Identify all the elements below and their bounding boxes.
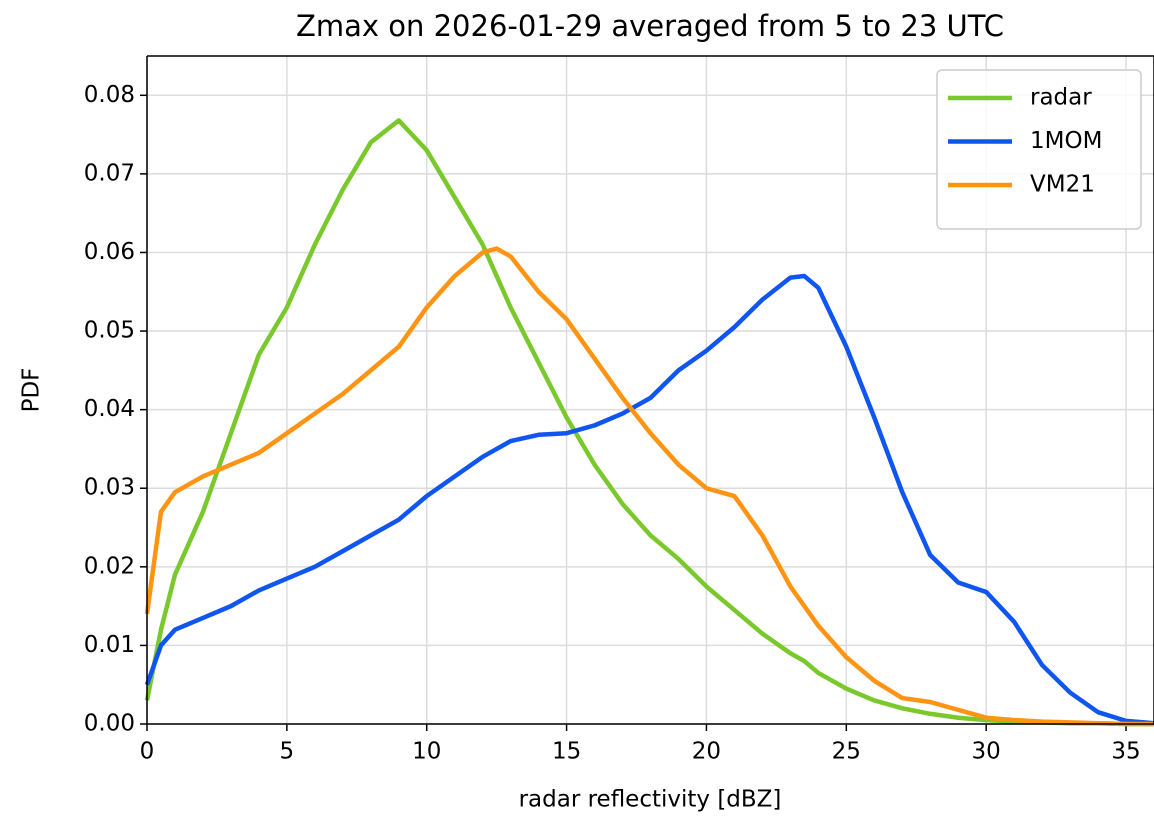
x-tick-label: 25 xyxy=(832,739,861,765)
y-axis-label: PDF xyxy=(19,368,45,413)
x-tick-label: 10 xyxy=(412,739,441,765)
legend-box xyxy=(936,69,1142,230)
y-tick-label: 0.06 xyxy=(84,239,135,265)
x-tick-label: 35 xyxy=(1111,739,1140,765)
axes-frame xyxy=(146,55,1154,725)
y-tick-label: 0.05 xyxy=(84,318,135,344)
line-series xyxy=(144,246,1154,727)
y-tick-label: 0.04 xyxy=(84,396,135,422)
x-tick-label: 0 xyxy=(140,739,155,765)
y-tick-label: 0.03 xyxy=(84,475,135,501)
legend-label: 1MOM xyxy=(1030,128,1102,154)
legend-label: radar xyxy=(1030,85,1092,111)
y-tick-label: 0.02 xyxy=(84,553,135,579)
x-axis-label: radar reflectivity [dBZ] xyxy=(519,787,782,813)
x-tick-label: 20 xyxy=(692,739,721,765)
y-tick-label: 0.00 xyxy=(84,711,135,737)
y-tick-label: 0.08 xyxy=(84,82,135,108)
y-tick-label: 0.01 xyxy=(84,632,135,658)
line-series xyxy=(144,118,1154,727)
x-tick-label: 15 xyxy=(552,739,581,765)
chart-title: Zmax on 2026-01-29 averaged from 5 to 23… xyxy=(296,9,1004,43)
x-tick-label: 30 xyxy=(972,739,1001,765)
y-tick-label: 0.07 xyxy=(84,160,135,186)
legend: radar 1MOM VM21 xyxy=(936,69,1142,230)
line-series xyxy=(144,273,1154,726)
x-tick-label: 5 xyxy=(280,739,295,765)
legend-label: VM21 xyxy=(1030,172,1095,198)
